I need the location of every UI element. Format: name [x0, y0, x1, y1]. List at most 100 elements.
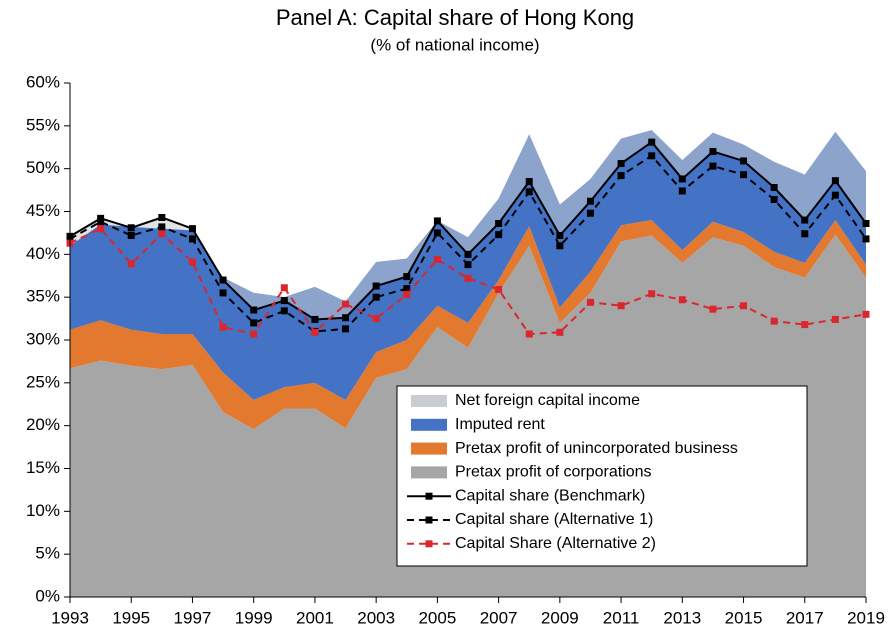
marker [188, 258, 196, 266]
marker [586, 209, 594, 217]
marker [372, 315, 380, 323]
marker [403, 285, 411, 293]
marker [709, 305, 717, 313]
marker [617, 302, 625, 310]
marker [219, 289, 227, 297]
x-tick-label: 2015 [725, 608, 763, 627]
marker [372, 282, 380, 290]
x-tick-label: 2011 [603, 608, 640, 627]
x-tick-label: 2001 [296, 608, 334, 627]
marker [188, 225, 196, 233]
marker [495, 219, 503, 227]
x-tick-label: 1995 [112, 608, 150, 627]
marker [801, 230, 809, 238]
marker [525, 330, 533, 338]
legend-swatch [411, 442, 447, 455]
marker [648, 290, 656, 298]
marker [280, 297, 288, 305]
legend-label: Capital share (Alternative 1) [455, 511, 653, 528]
marker [556, 328, 564, 336]
marker [433, 255, 441, 263]
marker [831, 191, 839, 199]
marker [862, 219, 870, 227]
x-tick-label: 2009 [541, 608, 579, 627]
y-tick-label: 5% [35, 544, 60, 563]
y-tick-label: 55% [26, 115, 60, 134]
marker [250, 306, 258, 314]
y-tick-label: 50% [26, 158, 60, 177]
x-tick-label: 2019 [847, 608, 885, 627]
marker [648, 138, 656, 146]
marker [740, 157, 748, 165]
marker [372, 293, 380, 301]
y-tick-label: 45% [26, 201, 60, 220]
marker [433, 229, 441, 237]
x-tick-label: 2017 [786, 608, 824, 627]
marker [770, 184, 778, 192]
marker [158, 213, 166, 221]
legend-marker [425, 492, 433, 500]
marker [280, 307, 288, 315]
marker [127, 224, 135, 232]
marker [280, 284, 288, 292]
chart-subtitle: (% of national income) [370, 35, 539, 54]
marker [250, 330, 258, 338]
marker [740, 302, 748, 310]
marker [831, 177, 839, 185]
x-tick-label: 1993 [51, 608, 89, 627]
marker [250, 319, 258, 327]
marker [862, 310, 870, 318]
y-tick-label: 30% [26, 329, 60, 348]
marker [678, 175, 686, 183]
x-tick-label: 1997 [174, 608, 212, 627]
marker [709, 148, 717, 156]
legend-label: Capital share (Benchmark) [455, 487, 645, 504]
marker [97, 225, 105, 233]
marker [678, 296, 686, 304]
marker [801, 216, 809, 224]
y-tick-label: 40% [26, 244, 60, 263]
marker [770, 317, 778, 325]
x-tick-label: 2005 [418, 608, 456, 627]
marker [586, 197, 594, 205]
marker [801, 321, 809, 329]
marker [464, 274, 472, 282]
y-tick-label: 25% [26, 372, 60, 391]
marker [219, 323, 227, 331]
legend-marker [425, 516, 433, 524]
legend-label: Imputed rent [455, 416, 545, 433]
marker [188, 235, 196, 243]
marker [219, 276, 227, 284]
legend-label: Capital Share (Alternative 2) [455, 535, 656, 552]
legend-swatch [411, 418, 447, 431]
y-tick-label: 0% [35, 586, 60, 605]
marker [464, 250, 472, 258]
x-tick-label: 2003 [357, 608, 395, 627]
marker [342, 325, 350, 333]
marker [525, 188, 533, 196]
marker [342, 314, 350, 322]
x-tick-label: 2007 [480, 608, 518, 627]
y-tick-label: 35% [26, 287, 60, 306]
marker [678, 187, 686, 195]
marker [464, 261, 472, 269]
chart-title: Panel A: Capital share of Hong Kong [276, 5, 634, 30]
marker [158, 223, 166, 231]
y-tick-label: 10% [26, 501, 60, 520]
marker [831, 315, 839, 323]
legend-swatch [411, 395, 447, 407]
legend-swatch [411, 466, 447, 479]
marker [648, 152, 656, 160]
marker [862, 235, 870, 243]
marker [342, 300, 350, 308]
legend-box [396, 385, 808, 567]
y-tick-label: 20% [26, 415, 60, 434]
marker [770, 196, 778, 204]
marker [495, 231, 503, 239]
marker [709, 162, 717, 170]
marker [740, 171, 748, 179]
legend-label: Pretax profit of unincorporated business [455, 440, 738, 457]
legend-label: Net foreign capital income [455, 392, 640, 409]
marker [617, 172, 625, 180]
